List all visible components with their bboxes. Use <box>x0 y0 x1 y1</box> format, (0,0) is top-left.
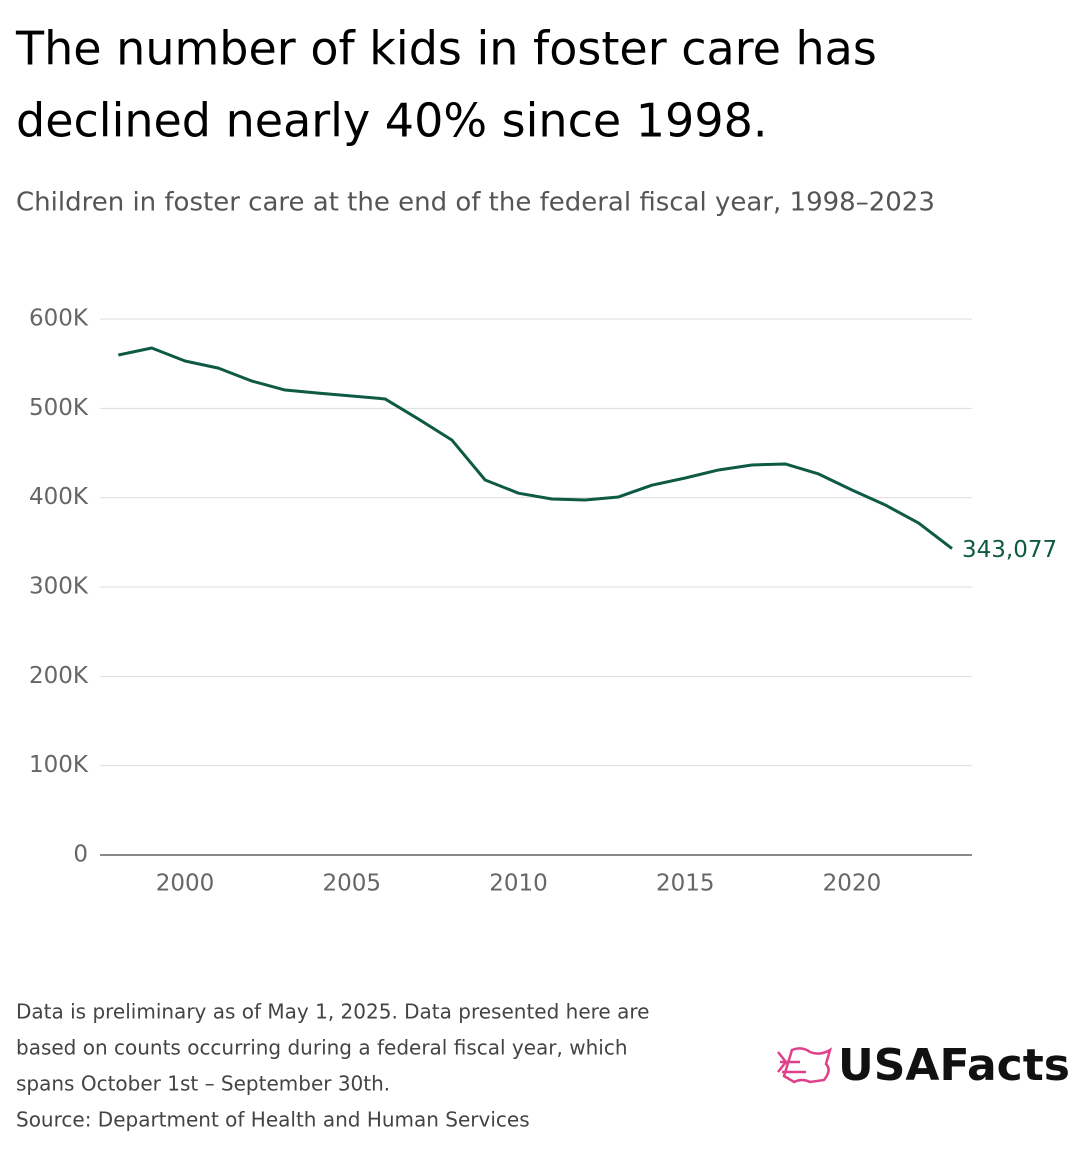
data-line <box>118 346 953 550</box>
footnote: Data is preliminary as of May 1, 2025. D… <box>16 1000 649 1024</box>
footnote: Source: Department of Health and Human S… <box>16 1108 530 1132</box>
logo-icon <box>777 1047 833 1084</box>
footnote: spans October 1st – September 30th. <box>16 1072 390 1096</box>
chart-subtitle: Children in foster care at the end of th… <box>16 188 935 218</box>
x-tick-label: 2015 <box>656 871 715 897</box>
y-tick-label: 500K <box>29 395 89 421</box>
x-tick-label: 2020 <box>823 871 882 897</box>
x-tick-label: 2000 <box>156 871 215 897</box>
chart-title: declined nearly 40% since 1998. <box>16 94 767 148</box>
footnote: based on counts occurring during a feder… <box>16 1036 628 1060</box>
y-tick-label: 400K <box>29 484 89 510</box>
y-tick-label: 300K <box>29 574 89 600</box>
y-tick-label: 0 <box>73 842 88 868</box>
x-tick-label: 2005 <box>322 871 381 897</box>
y-tick-label: 200K <box>29 663 89 689</box>
data-label: 343,077 <box>962 537 1057 563</box>
y-tick-label: 100K <box>29 752 89 778</box>
x-tick-label: 2010 <box>489 871 548 897</box>
y-tick-label: 600K <box>29 306 89 332</box>
chart-title: The number of kids in foster care has <box>15 22 877 76</box>
logo-text: USAFacts <box>838 1040 1070 1091</box>
